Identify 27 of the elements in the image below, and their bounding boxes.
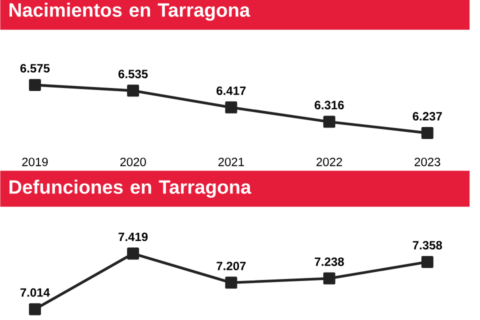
- point: [28, 78, 41, 91]
- x-tick-label: 2020: [120, 158, 146, 166]
- data-label: 7.358: [412, 240, 442, 250]
- data-label: 7.419: [118, 232, 148, 242]
- chart-title: Defunciones en Tarragona: [10, 180, 252, 198]
- point: [127, 248, 140, 260]
- point: [421, 126, 434, 139]
- point: [225, 101, 238, 114]
- data-label: 6.575: [20, 64, 50, 73]
- data-label: 7.014: [20, 288, 50, 297]
- x-tick-label: 2021: [218, 158, 244, 166]
- point: [421, 256, 434, 268]
- point: [323, 116, 336, 128]
- x-tick-label: 2022: [316, 158, 342, 166]
- data-label: 6.417: [216, 86, 246, 95]
- point: [225, 276, 238, 289]
- data-label: 7.207: [216, 262, 246, 270]
- data-label: 7.238: [314, 257, 344, 266]
- data-label: 6.535: [118, 70, 148, 78]
- point: [28, 303, 41, 316]
- point: [323, 272, 336, 284]
- chart-title: Nacimientos en Tarragona: [10, 2, 250, 21]
- x-tick-label: 2023: [414, 158, 440, 166]
- data-label: 6.237: [412, 112, 442, 121]
- point: [127, 84, 140, 97]
- x-tick-label: 2019: [22, 158, 48, 166]
- data-label: 6.316: [314, 100, 344, 110]
